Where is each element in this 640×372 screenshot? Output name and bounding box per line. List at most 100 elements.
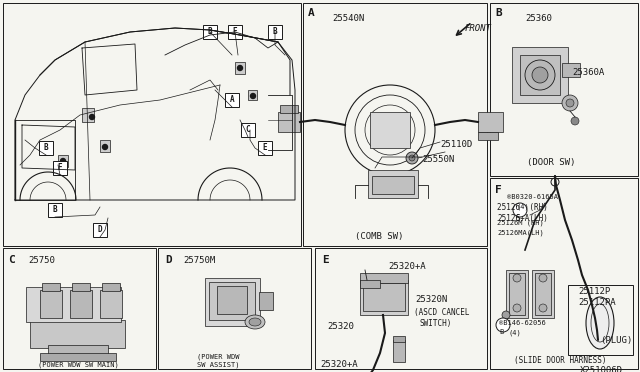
Bar (58, 155, 68, 167)
Text: 25126  (RH): 25126 (RH) (497, 203, 548, 212)
Bar (241, 123, 255, 137)
Bar (248, 90, 257, 100)
Bar (42, 283, 60, 291)
Text: F: F (233, 28, 237, 36)
Text: 25750: 25750 (28, 256, 55, 265)
Ellipse shape (245, 315, 265, 329)
Bar (478, 132, 498, 140)
Text: 25126+A(LH): 25126+A(LH) (497, 214, 548, 223)
Text: F: F (58, 164, 62, 173)
Text: 25550N: 25550N (422, 155, 454, 164)
Circle shape (496, 318, 510, 332)
Text: E: E (262, 144, 268, 153)
Text: B: B (44, 144, 48, 153)
Circle shape (525, 60, 555, 90)
Text: C: C (246, 125, 250, 135)
Text: 25112P: 25112P (578, 287, 611, 296)
Circle shape (502, 311, 510, 319)
Bar (203, 25, 217, 39)
Text: B: B (273, 28, 277, 36)
Circle shape (513, 203, 527, 217)
Bar (72, 283, 90, 291)
Text: B: B (495, 8, 502, 18)
Bar (315, 248, 487, 369)
Bar (235, 62, 245, 74)
Bar (228, 25, 242, 39)
Bar (82, 108, 94, 122)
Text: 25750M: 25750M (183, 256, 215, 265)
Bar (39, 141, 53, 155)
Bar (532, 270, 554, 318)
Bar (268, 25, 282, 39)
Bar (370, 112, 410, 148)
Bar (368, 170, 418, 198)
Text: (4): (4) (509, 330, 522, 337)
Text: B: B (52, 205, 58, 215)
Circle shape (250, 93, 255, 99)
Bar (280, 105, 298, 113)
Bar (393, 340, 405, 362)
Circle shape (571, 117, 579, 125)
Ellipse shape (586, 297, 614, 349)
Bar (372, 176, 414, 194)
Text: 25126MA(LH): 25126MA(LH) (497, 230, 544, 237)
Bar (48, 203, 62, 217)
Bar (303, 3, 487, 246)
Bar (393, 336, 405, 342)
Text: 25320+A: 25320+A (320, 360, 358, 369)
Text: 25126M (RH): 25126M (RH) (497, 220, 544, 227)
Bar (490, 3, 638, 176)
Circle shape (566, 99, 574, 107)
Bar (205, 278, 260, 326)
Bar (40, 353, 116, 361)
Text: X251006D: X251006D (580, 366, 623, 372)
Bar (520, 55, 560, 95)
Text: ®B0320-6165A: ®B0320-6165A (507, 194, 558, 200)
Bar (26, 287, 121, 322)
Text: 25360A: 25360A (572, 68, 604, 77)
Bar (53, 161, 67, 175)
Bar (225, 93, 239, 107)
Bar (100, 140, 110, 152)
Bar (278, 112, 300, 132)
Text: (COMB SW): (COMB SW) (355, 232, 403, 241)
Text: B: B (208, 28, 212, 36)
Circle shape (90, 115, 95, 119)
Bar (48, 345, 108, 355)
Bar (3, 3, 301, 246)
Bar (217, 286, 247, 314)
Text: (POWER WDW: (POWER WDW (196, 354, 239, 360)
Circle shape (237, 65, 243, 71)
Circle shape (102, 144, 108, 150)
Circle shape (539, 274, 547, 282)
Bar (363, 283, 405, 311)
Text: 25320+A: 25320+A (388, 262, 426, 271)
Bar (30, 320, 125, 348)
Text: ®B146-62056: ®B146-62056 (499, 320, 546, 326)
Text: (4): (4) (516, 204, 529, 211)
Text: 25360: 25360 (525, 14, 552, 23)
Bar (100, 290, 122, 318)
Text: A: A (230, 96, 234, 105)
Text: C: C (8, 255, 15, 265)
Text: (DOOR SW): (DOOR SW) (527, 158, 575, 167)
Bar (102, 283, 120, 291)
Bar (3, 248, 156, 369)
Circle shape (513, 274, 521, 282)
Bar (478, 112, 503, 132)
Circle shape (406, 152, 418, 164)
Text: SW ASSIST): SW ASSIST) (196, 362, 239, 369)
Bar (535, 273, 551, 315)
Text: (ASCD CANCEL: (ASCD CANCEL (414, 308, 470, 317)
Text: 25540N: 25540N (332, 14, 364, 23)
Text: 25110D: 25110D (440, 140, 472, 149)
Bar (568, 285, 633, 355)
Text: (PLUG): (PLUG) (600, 336, 632, 345)
Text: (POWER WDW SW MAIN): (POWER WDW SW MAIN) (38, 362, 118, 369)
Bar (360, 273, 408, 283)
Text: F: F (495, 185, 502, 195)
Bar (93, 223, 107, 237)
Text: S: S (516, 214, 520, 223)
Text: E: E (322, 255, 329, 265)
Bar (490, 178, 638, 369)
